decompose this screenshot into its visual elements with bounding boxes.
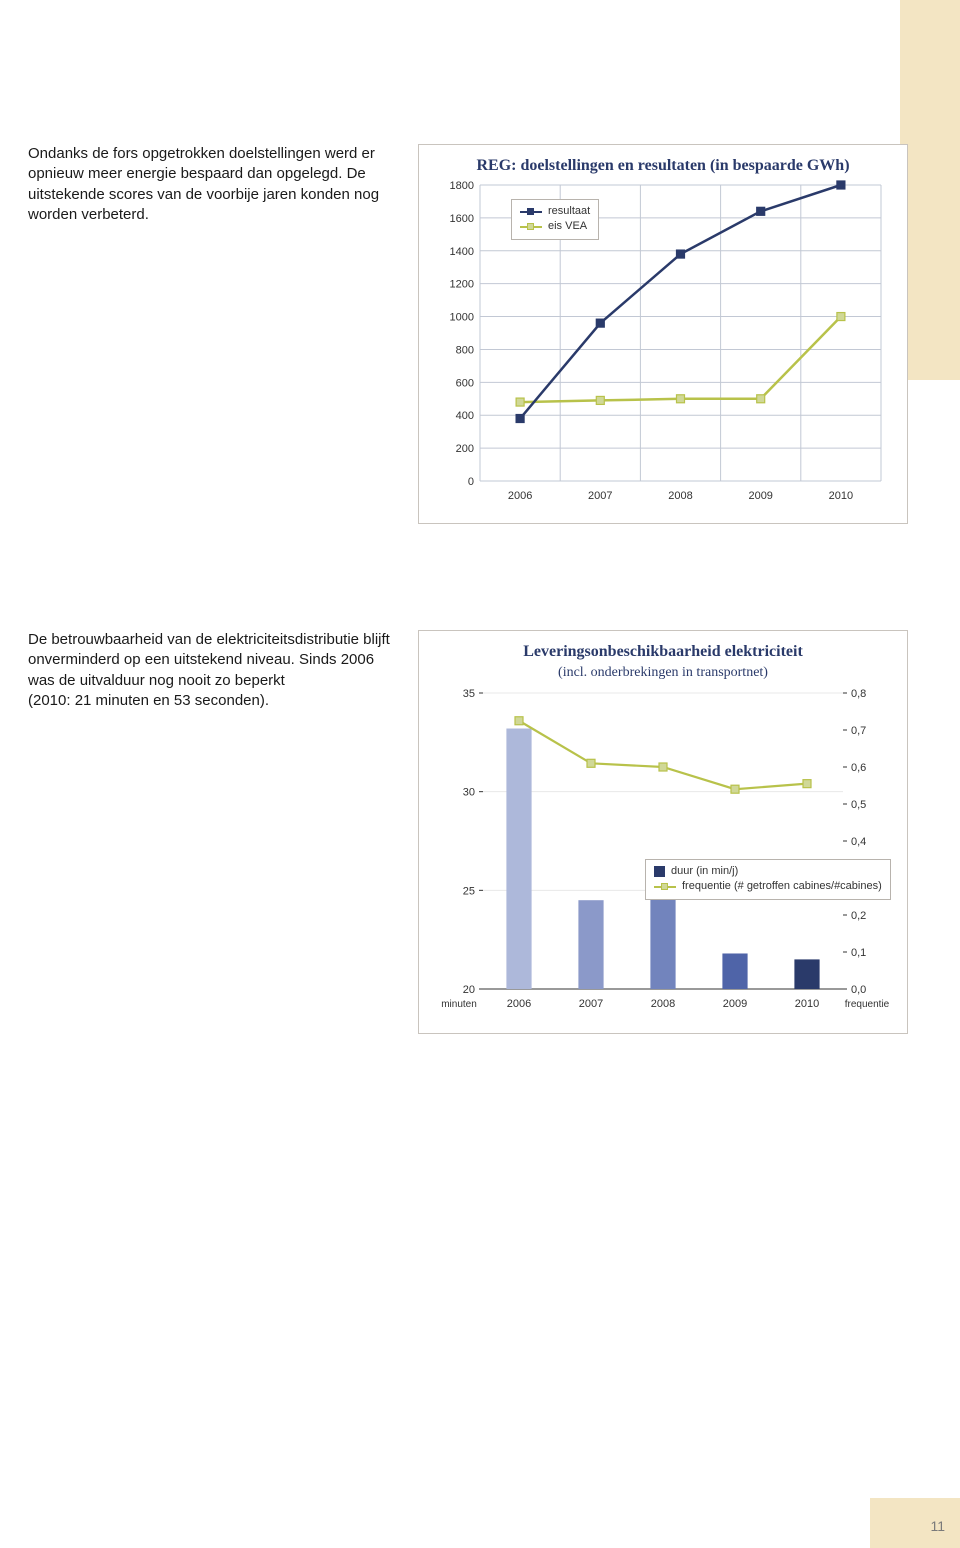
svg-text:2007: 2007: [588, 490, 612, 502]
chart-1-plot: 0 200 400 600 800 1000 1200 1400 1600 1800 2006 200…: [435, 179, 891, 509]
legend-label-freq: frequentie (# getroffen cabines/#cabines…: [682, 879, 882, 894]
svg-text:1200: 1200: [450, 279, 474, 291]
svg-text:2006: 2006: [508, 490, 532, 502]
legend-label-eis: eis VEA: [548, 219, 587, 234]
svg-text:20: 20: [463, 984, 475, 996]
paragraph-2: De betrouwbaarheid van de elektriciteits…: [28, 630, 398, 1034]
svg-text:0,1: 0,1: [851, 947, 866, 959]
svg-text:2009: 2009: [748, 490, 772, 502]
svg-text:30: 30: [463, 787, 475, 799]
svg-text:400: 400: [456, 410, 474, 422]
eis-swatch: [520, 226, 542, 228]
page: 11 Ondanks de fors opgetrokken doelstell…: [0, 0, 960, 1548]
chart-1-legend-row: eis VEA: [520, 219, 590, 234]
footer-band: [870, 1498, 960, 1548]
chart-1-legend-row: resultaat: [520, 204, 590, 219]
paragraph-1: Ondanks de fors opgetrokken doelstelling…: [28, 144, 398, 524]
svg-text:200: 200: [456, 443, 474, 455]
svg-text:2010: 2010: [829, 490, 853, 502]
chart-2-subtitle: (incl. onderbrekingen in transportnet): [435, 665, 891, 681]
duur-swatch: [654, 866, 665, 877]
svg-text:0,5: 0,5: [851, 799, 866, 811]
svg-text:0,7: 0,7: [851, 725, 866, 737]
row-2: De betrouwbaarheid van de elektriciteits…: [28, 630, 908, 1034]
chart-2-plot: 202530350,00,10,20,30,40,50,60,70,820062…: [435, 689, 891, 1019]
svg-text:0,4: 0,4: [851, 836, 866, 848]
legend-label-duur: duur (in min/j): [671, 864, 738, 879]
svg-text:1400: 1400: [450, 246, 474, 258]
svg-text:1000: 1000: [450, 312, 474, 324]
svg-text:1800: 1800: [450, 180, 474, 192]
resultaat-swatch: [520, 211, 542, 213]
svg-text:2010: 2010: [795, 998, 819, 1010]
svg-text:frequentie: frequentie: [845, 999, 890, 1010]
chart-2-legend: duur (in min/j)frequentie (# getroffen c…: [645, 859, 891, 900]
chart-2-legend-row: frequentie (# getroffen cabines/#cabines…: [654, 879, 882, 894]
chart-2: Leveringsonbeschikbaarheid elektriciteit…: [418, 630, 908, 1034]
svg-text:2006: 2006: [507, 998, 531, 1010]
frequentie-swatch: [654, 886, 676, 888]
svg-text:35: 35: [463, 689, 475, 700]
svg-text:25: 25: [463, 885, 475, 897]
chart-2-legend-row: duur (in min/j): [654, 864, 882, 879]
svg-text:2007: 2007: [579, 998, 603, 1010]
svg-text:600: 600: [456, 377, 474, 389]
svg-text:0: 0: [468, 476, 474, 488]
row-1: Ondanks de fors opgetrokken doelstelling…: [28, 144, 908, 524]
svg-text:minuten: minuten: [441, 999, 477, 1010]
svg-text:0,2: 0,2: [851, 910, 866, 922]
chart-1-legend: resultaateis VEA: [511, 199, 599, 240]
legend-label-resultaat: resultaat: [548, 204, 590, 219]
right-band: [900, 0, 960, 380]
chart-1-title: REG: doelstellingen en resultaten (in be…: [435, 157, 891, 175]
page-number: 11: [930, 1518, 945, 1534]
svg-text:2009: 2009: [723, 998, 747, 1010]
svg-text:2008: 2008: [651, 998, 675, 1010]
svg-text:1600: 1600: [450, 213, 474, 225]
svg-text:800: 800: [456, 344, 474, 356]
svg-text:2008: 2008: [668, 490, 692, 502]
svg-text:0,8: 0,8: [851, 689, 866, 700]
svg-text:0,0: 0,0: [851, 984, 866, 996]
chart-2-title: Leveringsonbeschikbaarheid elektriciteit: [435, 643, 891, 661]
chart-1: REG: doelstellingen en resultaten (in be…: [418, 144, 908, 524]
svg-text:0,6: 0,6: [851, 762, 866, 774]
